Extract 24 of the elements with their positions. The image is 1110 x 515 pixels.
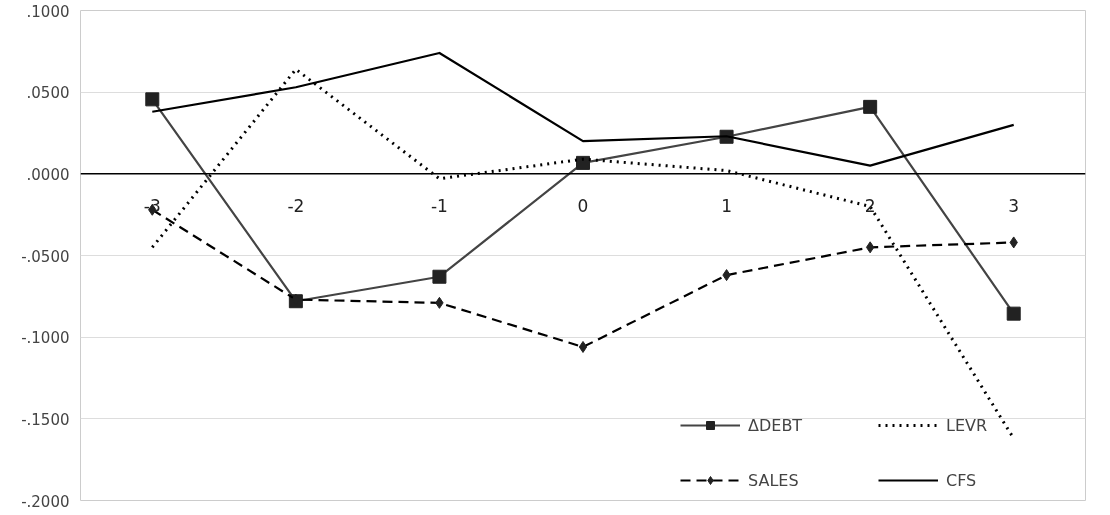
point <box>863 99 878 114</box>
x-tick-label: 0 <box>577 195 589 216</box>
legend-label: CFS <box>946 470 978 490</box>
point <box>576 155 590 170</box>
point <box>578 340 588 353</box>
point <box>432 269 447 284</box>
y-tick-label: .0000 <box>26 165 70 184</box>
x-tick-label: -1 <box>430 195 448 216</box>
legend-label: SALES <box>748 470 800 490</box>
point <box>865 241 875 254</box>
x-tick-label: 2 <box>864 195 876 216</box>
x-tick-label: -2 <box>287 195 305 216</box>
point <box>145 92 160 107</box>
point <box>1006 306 1021 321</box>
y-tick-label: -.0500 <box>21 247 70 266</box>
y-tick-label: .0500 <box>26 84 70 103</box>
x-tick-label: 3 <box>1008 195 1020 216</box>
legend-label: LEVR <box>946 415 989 435</box>
y-tick-label: .1000 <box>26 2 70 21</box>
y-tick-label: -.2000 <box>21 492 70 511</box>
x-tick-label: 1 <box>721 195 732 216</box>
legend-label: ΔDEBT <box>748 415 804 435</box>
y-tick-label: -.1000 <box>21 329 70 348</box>
y-tick-label: -.1500 <box>21 410 70 429</box>
